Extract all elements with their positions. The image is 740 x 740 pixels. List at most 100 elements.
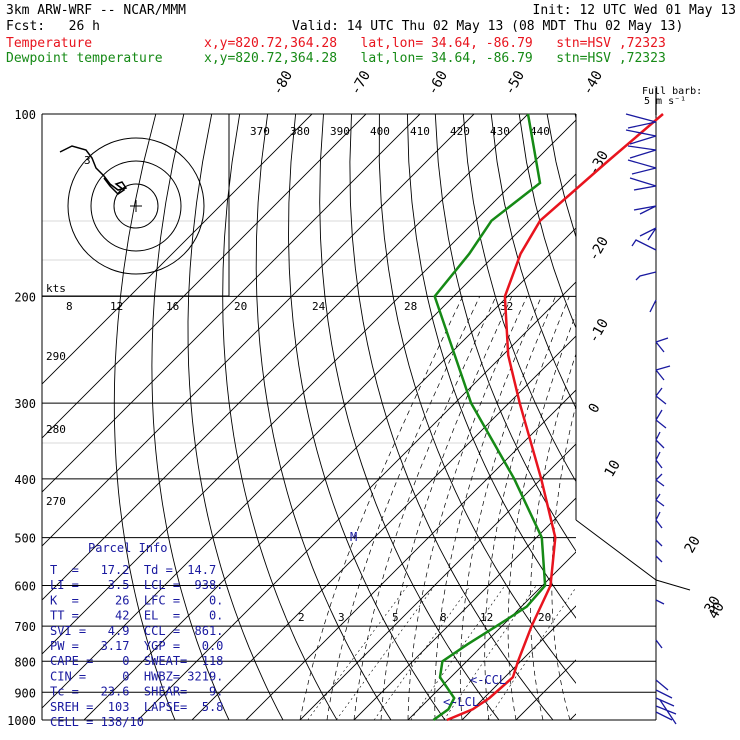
- dry-adiabat: [151, 114, 230, 720]
- valid-time: Valid: 14 UTC Thu 02 May 13 (08 MDT Thu …: [292, 19, 684, 34]
- mixing-ratio-line: [336, 585, 435, 720]
- pressure-tick-label: 700: [14, 620, 36, 634]
- mixing-ratio-label: 3: [338, 611, 345, 624]
- isotherm: [42, 114, 475, 547]
- init-time: Init: 12 UTC Wed 01 May 13: [532, 3, 737, 18]
- dry-adiabat: [349, 114, 554, 720]
- isotherm-label: 20: [682, 533, 704, 556]
- barb-key-line2: 5 m s⁻¹: [644, 96, 686, 107]
- isotherm: [42, 114, 313, 385]
- isotherm: [42, 119, 576, 655]
- parcel-row: SREH = 103 LAPSE= 5.8: [50, 700, 223, 714]
- mixing-ratio-label: 2: [298, 611, 305, 624]
- theta-label: 290: [46, 350, 66, 363]
- isotherm-label: -70: [348, 68, 375, 98]
- pressure-tick-label: 800: [14, 655, 36, 669]
- isotherm-label: 0: [586, 401, 604, 416]
- dry-adiabat: [222, 114, 338, 720]
- moist-adiabat: [484, 296, 570, 720]
- mixing-ratio-line: [373, 585, 471, 720]
- moist-adiabat: [459, 296, 556, 720]
- isotherm: [407, 551, 576, 720]
- isotherm: [42, 114, 367, 439]
- parcel-row: TT = 42 EL = 0.: [50, 609, 223, 623]
- hodograph: 3 kts: [42, 114, 230, 297]
- parcel-row: CAPE = 0 SWEAT= 118: [50, 654, 223, 668]
- pressure-tick-label: 100: [14, 108, 36, 122]
- moist-adiabat: [299, 296, 464, 720]
- isotherm: [353, 497, 576, 720]
- dry-adiabat: [255, 114, 392, 720]
- isotherm-label: 40: [706, 599, 728, 622]
- parcel-row: CIN = 0 HWBZ= 3219.: [50, 669, 223, 683]
- model-title: 3km ARW-WRF -- NCAR/MMM: [6, 3, 187, 18]
- moist-adiabat: [530, 352, 576, 720]
- temperature-legend-label: Temperature: [6, 36, 93, 51]
- dewpoint-legend-label: Dewpoint temperature: [6, 51, 163, 66]
- parcel-info-panel: Parcel Info T = 17.2 Td = 14.7LI = 3.5 L…: [50, 541, 223, 729]
- mixing-ratio-label: 5: [392, 611, 399, 624]
- theta-e-label: 380: [290, 125, 310, 138]
- mixing-ratio-label: 12: [480, 611, 493, 624]
- dry-adiabat: [603, 114, 740, 720]
- theta-e-label: 410: [410, 125, 430, 138]
- isotherm: [191, 335, 576, 720]
- isotherm: [245, 389, 576, 720]
- dry-adiabat: [187, 114, 284, 720]
- pressure-tick-label: 300: [14, 397, 36, 411]
- temp-scale-label: 8: [66, 300, 73, 313]
- pressure-tick-label: 500: [14, 532, 36, 546]
- lcl-label: <-LCL: [443, 695, 479, 709]
- isotherm: [137, 281, 576, 720]
- m-marker: M: [350, 530, 357, 544]
- isotherm: [569, 713, 576, 720]
- temp-scale-label: 24: [312, 300, 326, 313]
- hodo-trace: [59, 145, 128, 195]
- isotherm: [678, 114, 740, 720]
- pressure-tick-label: 400: [14, 473, 36, 487]
- moist-adiabat: [380, 296, 513, 720]
- isotherm: [83, 227, 576, 720]
- isotherm-label: 10: [602, 457, 624, 480]
- dry-adiabat: [687, 114, 740, 720]
- dry-adiabat: [631, 114, 740, 720]
- moist-adiabat: [507, 313, 576, 720]
- minor-isobars: [42, 220, 576, 444]
- isotherm: [461, 605, 576, 720]
- dewpoint-profile: [432, 113, 547, 722]
- dry-adiabat: [319, 114, 500, 720]
- isotherm-label: -60: [425, 68, 452, 98]
- temp-scale-label: 20: [234, 300, 247, 313]
- dry-adiabat: [378, 114, 576, 684]
- hodo-ring-inner: [113, 183, 159, 229]
- mixing-ratio-label: 20: [538, 611, 551, 624]
- parcel-row: SVI = 4.9 CCL = 861.: [50, 624, 223, 638]
- isotherm-label: -10: [586, 316, 613, 346]
- temperature-profile: [446, 113, 664, 722]
- mixing-ratio-label: 8: [440, 611, 447, 624]
- temp-scale-label: 12: [110, 300, 123, 313]
- mixing-ratio-line: [307, 585, 408, 720]
- hodo-unit: kts: [46, 282, 66, 295]
- isotherm-label: -50: [502, 68, 529, 98]
- dewpoint-legend-info: x,y=820.72,364.28 lat,lon= 34.64, -86.79…: [204, 51, 666, 66]
- temperature-legend-info: x,y=820.72,364.28 lat,lon= 34.64, -86.79…: [204, 36, 666, 51]
- isotherm: [42, 114, 529, 601]
- isotherm-label: -20: [586, 234, 613, 264]
- dry-adiabat: [288, 114, 446, 720]
- isotherm-label: -30: [586, 148, 613, 178]
- ccl-label: <-CCL: [470, 673, 506, 687]
- dry-adiabat: [113, 114, 176, 720]
- isotherm: [42, 173, 576, 709]
- parcel-row: Tc = 23.6 SHEAR= 9.: [50, 685, 223, 699]
- isotherm: [624, 114, 740, 720]
- isotherm-label: 30: [702, 593, 724, 616]
- theta-label: 280: [46, 423, 66, 436]
- temp-scale-label: 28: [404, 300, 417, 313]
- theta-e-label: 420: [450, 125, 470, 138]
- mixing-ratio-line: [487, 586, 576, 720]
- forecast-hour: Fcst: 26 h: [6, 19, 100, 34]
- dry-adiabat: [406, 114, 576, 619]
- theta-e-label: 440: [530, 125, 550, 138]
